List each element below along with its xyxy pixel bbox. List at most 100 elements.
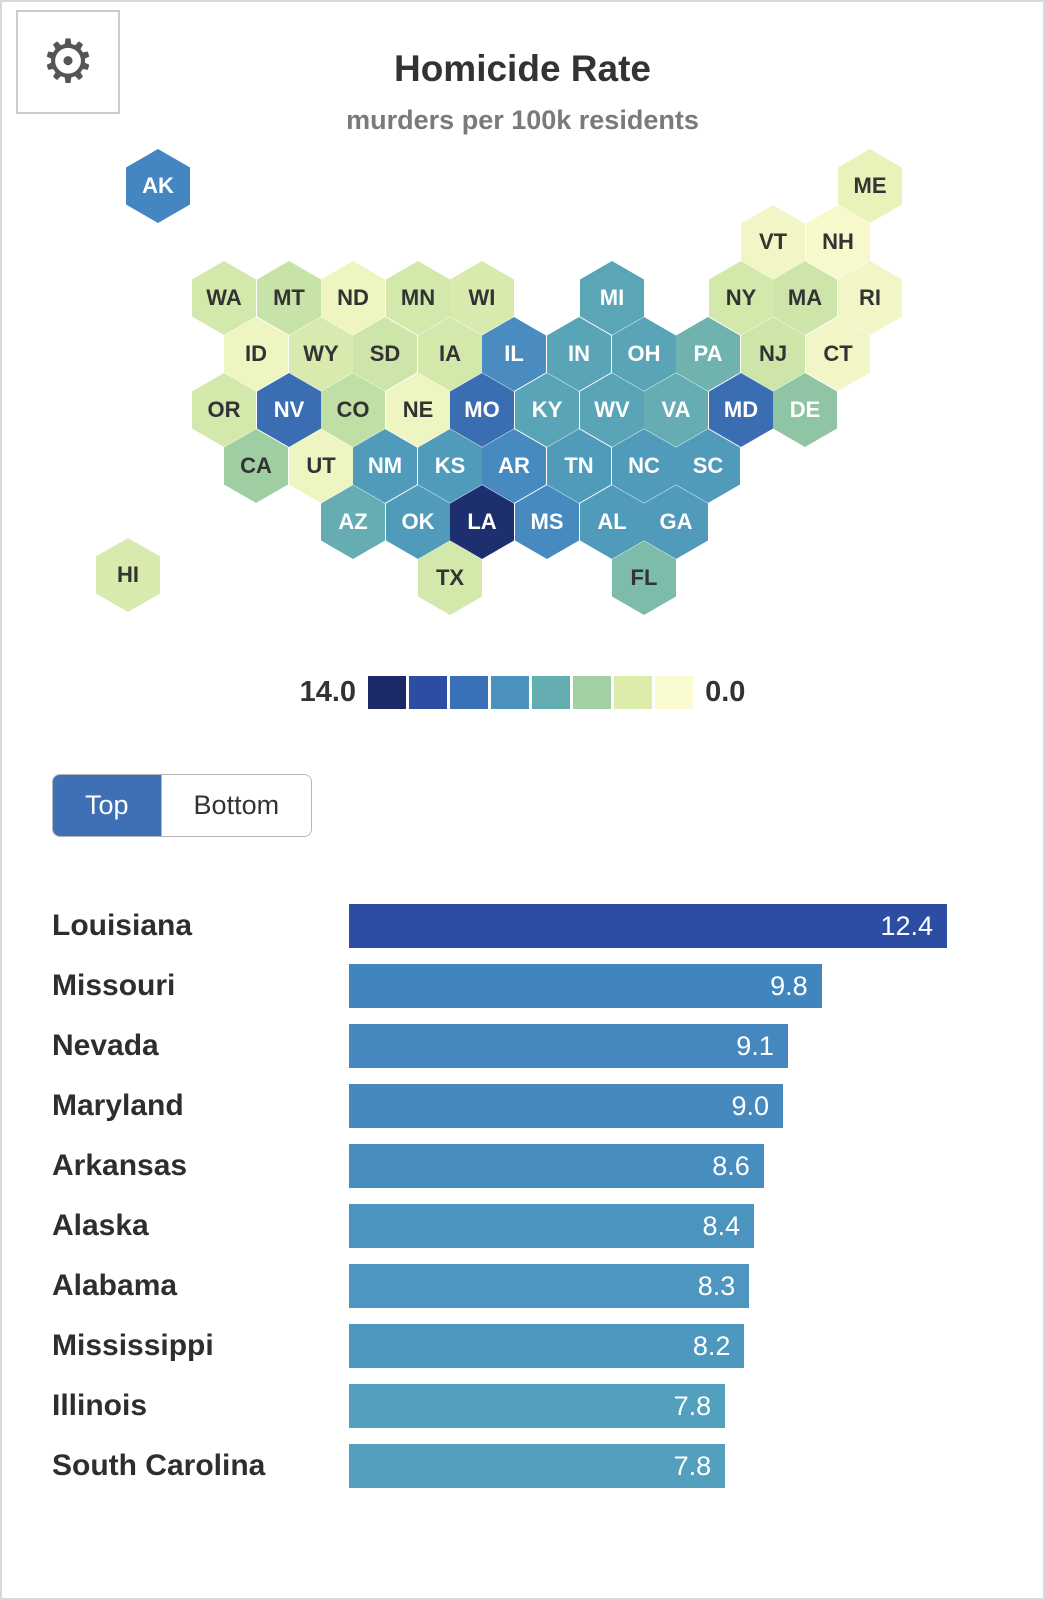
bar-track: 7.8 <box>349 1444 947 1488</box>
state-hex-mi[interactable]: MI <box>580 261 644 335</box>
bar-south-carolina: 7.8 <box>349 1444 726 1488</box>
bar-mississippi: 8.2 <box>349 1324 745 1368</box>
state-hex-nj[interactable]: NJ <box>741 317 805 391</box>
bar-track: 9.8 <box>349 964 947 1008</box>
bar-label: Alaska <box>52 1209 149 1242</box>
state-hex-ut[interactable]: UT <box>289 429 353 503</box>
state-hex-ky[interactable]: KY <box>515 373 579 447</box>
state-hex-in[interactable]: IN <box>547 317 611 391</box>
state-hex-ia[interactable]: IA <box>418 317 482 391</box>
legend-swatches <box>368 676 694 709</box>
bar-label: Arkansas <box>52 1149 188 1182</box>
bar-chart: Louisiana 12.4 Missouri 9.8 Nevada 9.1 Marylan… <box>52 896 947 1496</box>
legend-swatch <box>409 676 448 709</box>
state-hex-mn[interactable]: MN <box>386 261 450 335</box>
hex-map: AK ME VT NH WA MT ND MN WI MI NY MA RI ID WY SD IA IL IN OH… <box>2 2 1043 742</box>
bar-row: Alabama 8.3 <box>52 1256 947 1316</box>
bar-row: Louisiana 12.4 <box>52 896 947 956</box>
bar-alaska: 8.4 <box>349 1204 755 1248</box>
state-hex-pa[interactable]: PA <box>676 317 740 391</box>
state-hex-tn[interactable]: TN <box>547 429 611 503</box>
state-hex-wv[interactable]: WV <box>580 373 644 447</box>
state-hex-il[interactable]: IL <box>482 317 546 391</box>
bar-track: 8.2 <box>349 1324 947 1368</box>
bar-row: Missouri 9.8 <box>52 956 947 1016</box>
state-hex-ne[interactable]: NE <box>386 373 450 447</box>
page-subtitle: murders per 100k residents <box>346 105 699 135</box>
state-hex-md[interactable]: MD <box>709 373 773 447</box>
bar-label: Nevada <box>52 1029 159 1062</box>
legend-max-label: 14.0 <box>299 676 357 708</box>
bar-track: 9.0 <box>349 1084 947 1128</box>
state-hex-mt[interactable]: MT <box>257 261 321 335</box>
state-hex-wa[interactable]: WA <box>192 261 256 335</box>
state-hex-va[interactable]: VA <box>644 373 708 447</box>
state-hex-sc[interactable]: SC <box>676 429 740 503</box>
state-hex-ak[interactable]: AK <box>126 149 190 223</box>
state-hex-nd[interactable]: ND <box>321 261 385 335</box>
legend-swatch <box>532 676 571 709</box>
state-hex-sd[interactable]: SD <box>353 317 417 391</box>
state-hex-ny[interactable]: NY <box>709 261 773 335</box>
bar-nevada: 9.1 <box>349 1024 788 1068</box>
bar-track: 8.3 <box>349 1264 947 1308</box>
bar-maryland: 9.0 <box>349 1084 784 1128</box>
toggle-top-button[interactable]: Top <box>53 775 161 836</box>
state-hex-az[interactable]: AZ <box>321 485 385 559</box>
bar-track: 9.1 <box>349 1024 947 1068</box>
bar-track: 8.4 <box>349 1204 947 1248</box>
legend-swatch <box>368 676 407 709</box>
bar-track: 8.6 <box>349 1144 947 1188</box>
bar-row: Nevada 9.1 <box>52 1016 947 1076</box>
state-hex-or[interactable]: OR <box>192 373 256 447</box>
state-hex-de[interactable]: DE <box>773 373 837 447</box>
legend-swatch <box>614 676 653 709</box>
state-hex-vt[interactable]: VT <box>741 205 805 279</box>
state-hex-ri[interactable]: RI <box>838 261 902 335</box>
state-hex-ca[interactable]: CA <box>224 429 288 503</box>
legend-swatch <box>491 676 530 709</box>
legend-swatch <box>573 676 612 709</box>
bar-label: Maryland <box>52 1089 184 1122</box>
bar-row: South Carolina 7.8 <box>52 1436 947 1496</box>
state-hex-ct[interactable]: CT <box>806 317 870 391</box>
legend-swatch <box>450 676 489 709</box>
settings-button[interactable]: ⚙ <box>16 10 120 114</box>
state-hex-ma[interactable]: MA <box>773 261 837 335</box>
state-hex-nh[interactable]: NH <box>806 205 870 279</box>
bar-label: Alabama <box>52 1269 178 1302</box>
state-hex-nm[interactable]: NM <box>353 429 417 503</box>
page-title: Homicide Rate <box>393 48 651 89</box>
legend-min-label: 0.0 <box>705 676 746 708</box>
bar-row: Maryland 9.0 <box>52 1076 947 1136</box>
bar-row: Alaska 8.4 <box>52 1196 947 1256</box>
toggle-bottom-button[interactable]: Bottom <box>160 775 312 836</box>
state-hex-nc[interactable]: NC <box>612 429 676 503</box>
state-hex-wi[interactable]: WI <box>450 261 514 335</box>
bar-label: Louisiana <box>52 909 193 942</box>
bar-track: 7.8 <box>349 1384 947 1428</box>
state-hex-wy[interactable]: WY <box>289 317 353 391</box>
bar-row: Arkansas 8.6 <box>52 1136 947 1196</box>
state-hex-mo[interactable]: MO <box>450 373 514 447</box>
state-hex-ar[interactable]: AR <box>482 429 546 503</box>
state-hex-hi[interactable]: HI <box>96 538 160 612</box>
bar-missouri: 9.8 <box>349 964 822 1008</box>
bar-row: Mississippi 8.2 <box>52 1316 947 1376</box>
legend-swatch <box>655 676 694 709</box>
state-hex-id[interactable]: ID <box>224 317 288 391</box>
color-legend: 14.0 0.0 <box>2 676 1043 709</box>
state-hex-oh[interactable]: OH <box>612 317 676 391</box>
gear-icon: ⚙ <box>41 28 95 95</box>
bar-track: 12.4 <box>349 904 947 948</box>
toggle: Top Bottom <box>52 774 313 837</box>
bar-illinois: 7.8 <box>349 1384 726 1428</box>
bar-alabama: 8.3 <box>349 1264 750 1308</box>
state-hex-co[interactable]: CO <box>321 373 385 447</box>
state-hex-ks[interactable]: KS <box>418 429 482 503</box>
bar-row: Illinois 7.8 <box>52 1376 947 1436</box>
state-hex-me[interactable]: ME <box>838 149 902 223</box>
state-hex-nv[interactable]: NV <box>257 373 321 447</box>
bar-arkansas: 8.6 <box>349 1144 764 1188</box>
